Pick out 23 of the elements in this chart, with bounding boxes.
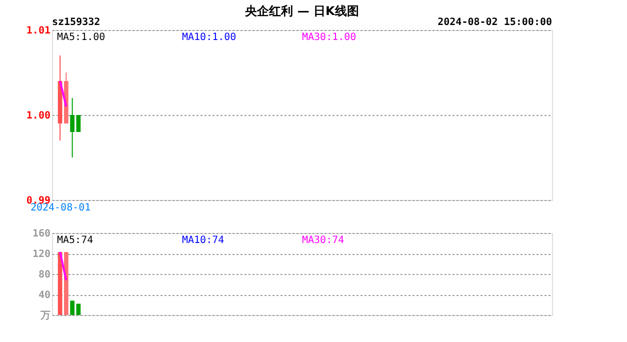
- candlestick: [70, 98, 74, 158]
- y-tick-label: 1.01: [26, 26, 50, 36]
- annotation: MA30:74: [302, 235, 344, 246]
- annotation: MA10:74: [182, 235, 224, 246]
- y-tick-label: 万: [40, 310, 50, 322]
- text: 2024-08-02 15:00:00: [438, 17, 552, 28]
- bar: [70, 300, 74, 315]
- x-tick-label: 2024-08-01: [30, 202, 91, 214]
- y-tick-label: 160: [32, 228, 50, 240]
- y-tick-label: 40: [38, 290, 50, 301]
- annotation: MA5:1.00: [57, 32, 106, 43]
- annotation: MA30:1.00: [302, 32, 356, 43]
- chart-title: 央企红利 — 日K线图: [245, 4, 359, 18]
- bar: [64, 252, 68, 315]
- y-tick-label: 120: [32, 249, 50, 260]
- annotation: MA5:74: [57, 235, 94, 246]
- y-tick-label: 80: [38, 270, 50, 280]
- annotation: MA10:1.00: [182, 32, 236, 43]
- candlestick: [76, 115, 81, 132]
- y-tick-label: 1.00: [26, 110, 50, 122]
- text: sz159332: [52, 17, 100, 28]
- bar: [76, 304, 81, 315]
- bar: [58, 252, 62, 315]
